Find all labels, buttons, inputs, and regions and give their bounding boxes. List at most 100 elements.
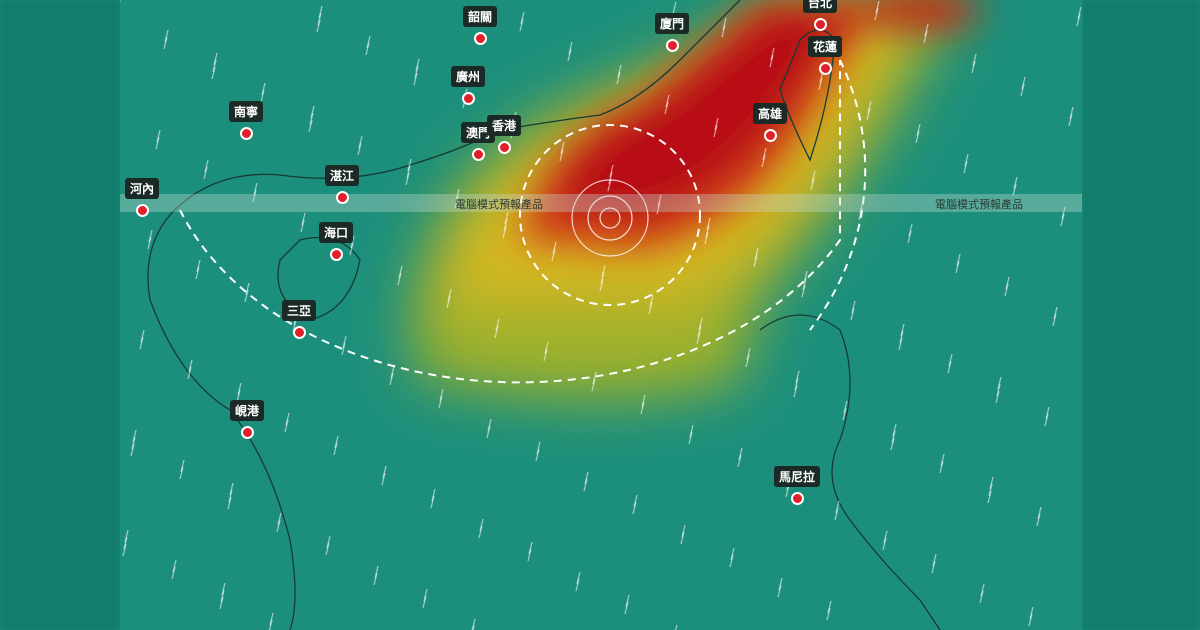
wind-streak bbox=[455, 188, 460, 202]
wind-streak bbox=[195, 266, 200, 280]
wind-streak bbox=[891, 430, 896, 444]
wind-streak bbox=[486, 425, 491, 439]
city-marker[interactable]: 韶關 bbox=[462, 6, 498, 45]
watermark-band bbox=[120, 194, 1082, 212]
city-marker[interactable]: 海口 bbox=[318, 222, 354, 261]
wind-streak bbox=[625, 594, 630, 608]
wind-streak bbox=[583, 478, 588, 492]
wind-streak bbox=[349, 242, 354, 256]
wind-streak bbox=[431, 488, 436, 502]
wind-streak bbox=[519, 18, 524, 32]
wind-streak bbox=[527, 548, 532, 562]
wind-streak bbox=[245, 282, 250, 296]
wind-streak bbox=[268, 619, 273, 630]
right-blurred-margin bbox=[1082, 0, 1200, 630]
wind-streak bbox=[648, 301, 653, 315]
city-label: 香港 bbox=[486, 115, 522, 136]
wind-streak bbox=[285, 412, 290, 426]
wind-streak bbox=[722, 17, 727, 31]
city-marker[interactable]: 湛江 bbox=[324, 165, 360, 204]
wind-streak bbox=[923, 30, 928, 44]
city-marker[interactable]: 廈門 bbox=[654, 13, 690, 52]
wind-streak bbox=[826, 607, 831, 621]
wind-streak bbox=[130, 443, 135, 457]
wind-streak bbox=[122, 543, 127, 557]
wind-streak bbox=[697, 324, 702, 338]
wind-streak bbox=[220, 589, 225, 603]
wind-streak bbox=[415, 58, 420, 72]
wind-streak bbox=[487, 418, 492, 432]
wind-streak bbox=[649, 294, 654, 308]
wind-streak bbox=[1021, 76, 1026, 90]
wind-streak bbox=[754, 247, 759, 261]
wind-streak bbox=[793, 384, 798, 398]
wind-streak bbox=[454, 195, 459, 209]
wind-streak bbox=[439, 388, 444, 402]
wind-streak bbox=[203, 166, 208, 180]
wind-streak bbox=[979, 590, 984, 604]
wind-streak bbox=[357, 142, 362, 156]
watermark-text: 電腦模式預報產品 bbox=[935, 198, 1023, 211]
city-marker[interactable]: 高雄 bbox=[752, 103, 788, 142]
wind-streak bbox=[738, 447, 743, 461]
wind-streak bbox=[124, 529, 129, 543]
wind-streak bbox=[1004, 283, 1009, 297]
city-marker[interactable]: 澳門 bbox=[460, 122, 496, 161]
wind-streak bbox=[447, 288, 452, 302]
wind-streak bbox=[964, 153, 969, 167]
wind-streak bbox=[883, 530, 888, 544]
city-marker[interactable]: 台北 bbox=[802, 0, 838, 31]
wind-streak bbox=[1013, 176, 1018, 190]
wind-streak bbox=[689, 424, 694, 438]
city-marker[interactable]: 廣州 bbox=[450, 66, 486, 105]
wind-streak bbox=[875, 0, 880, 14]
location-dot-icon bbox=[813, 18, 827, 31]
city-marker[interactable]: 峴港 bbox=[229, 400, 265, 439]
wind-streak bbox=[423, 588, 428, 602]
wind-streak bbox=[956, 253, 961, 267]
wind-streak bbox=[867, 100, 872, 114]
wind-streak bbox=[276, 519, 281, 533]
wind-streak bbox=[559, 148, 564, 162]
location-dot-icon bbox=[665, 39, 679, 52]
wind-streak bbox=[543, 348, 548, 362]
wind-streak bbox=[624, 601, 629, 615]
wind-streak bbox=[737, 454, 742, 468]
wind-streak bbox=[284, 419, 289, 433]
wind-streak bbox=[1061, 206, 1066, 220]
wind-streak bbox=[980, 583, 985, 597]
wind-streak bbox=[1076, 13, 1081, 27]
city-marker[interactable]: 香港 bbox=[486, 115, 522, 154]
wind-streak bbox=[334, 435, 339, 449]
city-label: 高雄 bbox=[752, 103, 788, 124]
wind-streak bbox=[211, 66, 216, 80]
wind-streak bbox=[866, 107, 871, 121]
city-marker[interactable]: 花蓮 bbox=[807, 36, 843, 75]
wind-streak bbox=[616, 71, 621, 85]
city-marker[interactable]: 三亞 bbox=[281, 300, 317, 339]
wind-map[interactable]: 電腦模式預報產品 電腦模式預報產品 韶關 廣州 廈門 台北 花蓮 高雄 南寧 澳… bbox=[120, 0, 1082, 630]
wind-streak bbox=[892, 423, 897, 437]
wind-streak bbox=[632, 501, 637, 515]
wind-streak bbox=[842, 407, 847, 421]
wind-streak bbox=[139, 336, 144, 350]
wind-streak bbox=[850, 307, 855, 321]
wind-streak bbox=[963, 160, 968, 174]
wind-streak bbox=[309, 112, 314, 126]
wind-streak bbox=[374, 565, 379, 579]
wind-streak bbox=[155, 136, 160, 150]
wind-streak bbox=[414, 65, 419, 79]
wind-streak bbox=[640, 401, 645, 415]
wind-streak bbox=[641, 394, 646, 408]
wind-streak bbox=[939, 460, 944, 474]
wind-streak bbox=[633, 494, 638, 508]
wind-streak bbox=[777, 584, 782, 598]
forecast-radius-circles bbox=[179, 59, 867, 384]
wind-streak bbox=[472, 625, 475, 630]
wind-streak bbox=[721, 24, 726, 38]
wind-streak bbox=[438, 395, 443, 409]
city-marker[interactable]: 河內 bbox=[124, 178, 160, 217]
city-marker[interactable]: 南寧 bbox=[228, 101, 264, 140]
city-marker[interactable]: 馬尼拉 bbox=[773, 466, 821, 505]
wind-streak bbox=[609, 164, 614, 178]
